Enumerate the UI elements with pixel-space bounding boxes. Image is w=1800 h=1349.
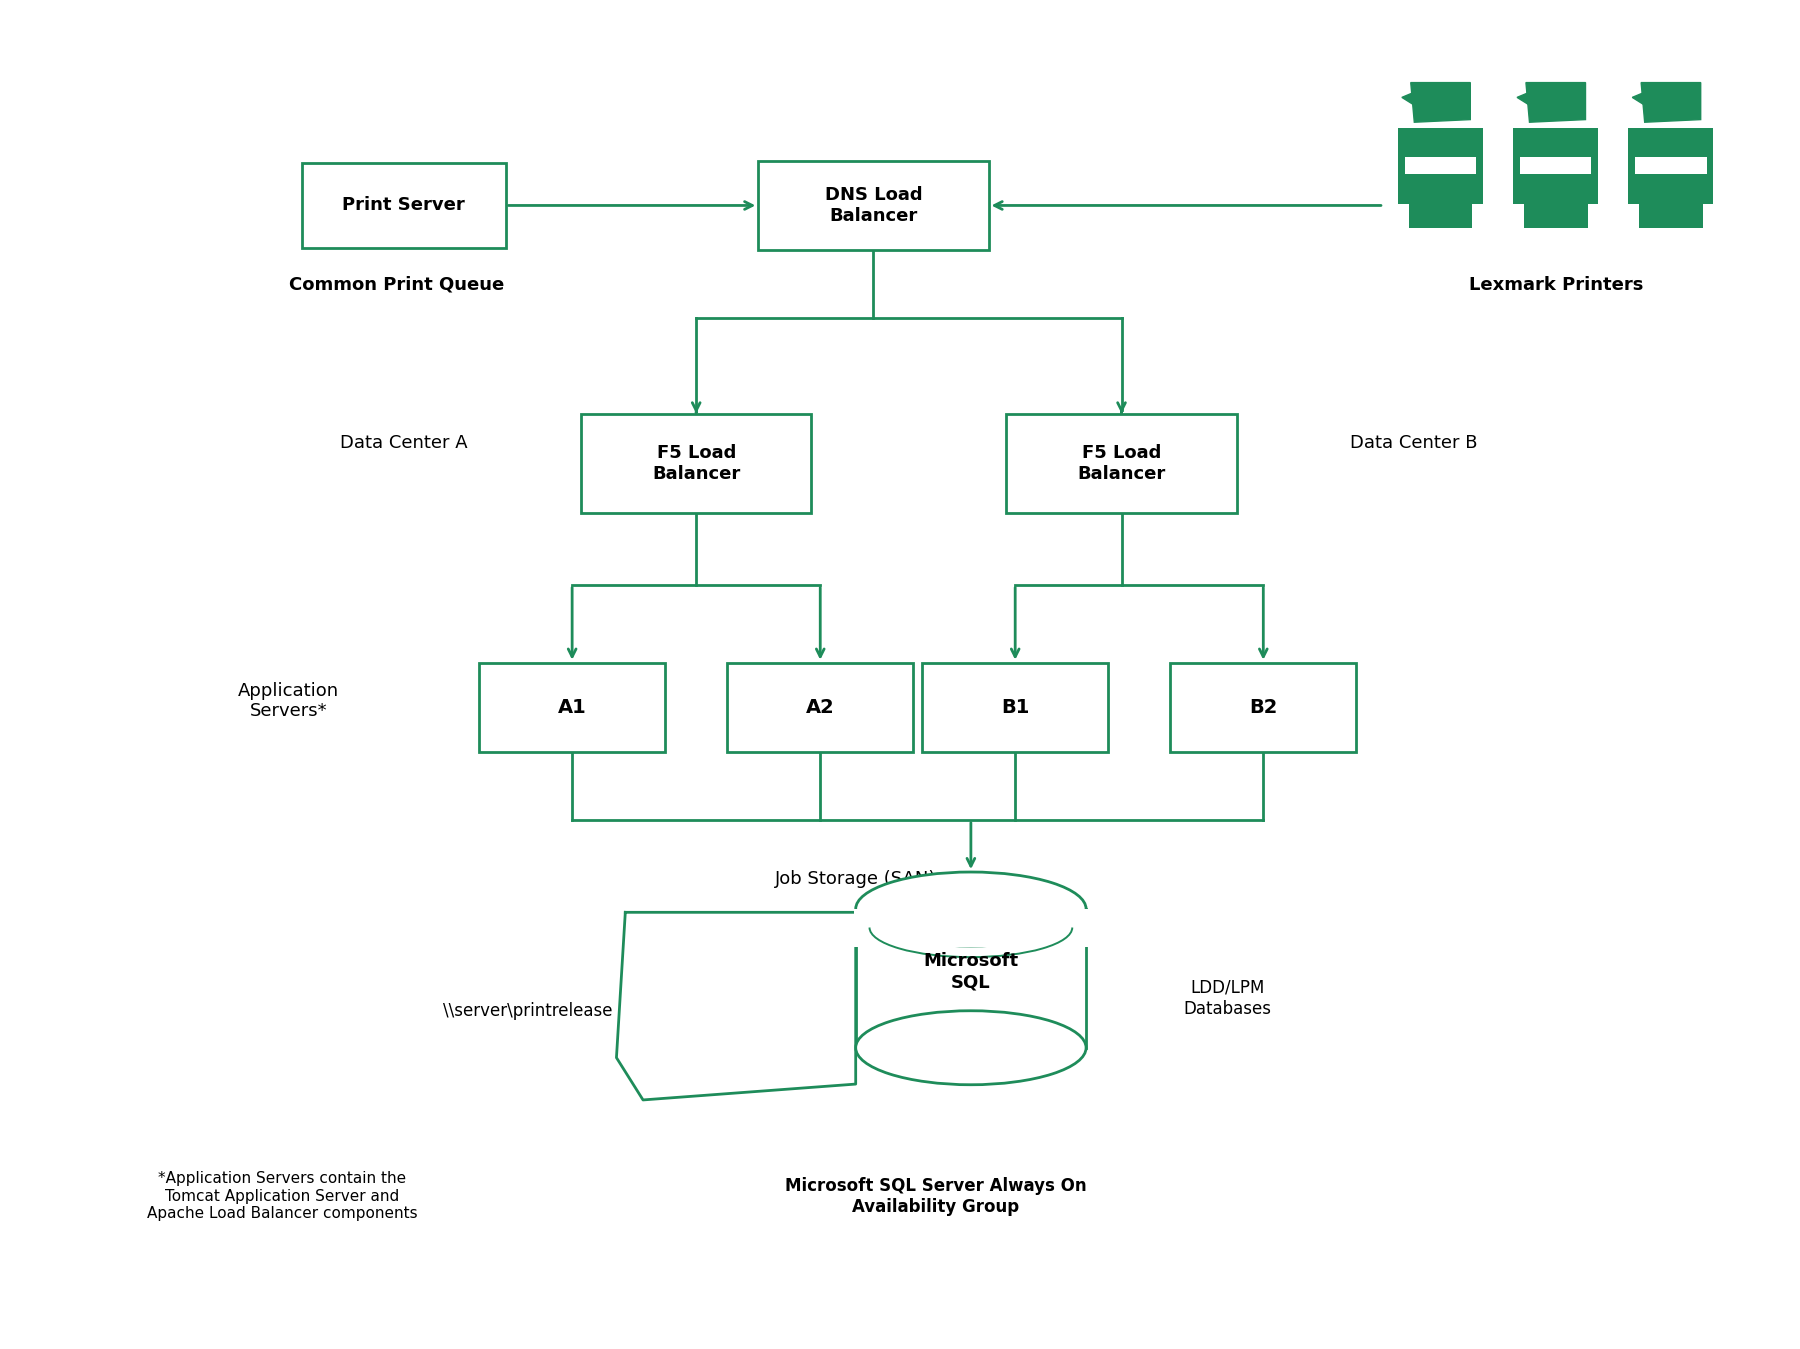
Text: Microsoft SQL Server Always On
Availability Group: Microsoft SQL Server Always On Availabil… xyxy=(785,1176,1085,1215)
Bar xyxy=(1519,158,1591,174)
Text: Application
Servers*: Application Servers* xyxy=(238,681,338,720)
Bar xyxy=(1170,662,1357,753)
Bar xyxy=(1640,204,1703,228)
Bar xyxy=(853,909,1087,947)
Bar xyxy=(1634,158,1706,174)
Text: Data Center A: Data Center A xyxy=(340,434,468,452)
Text: B2: B2 xyxy=(1249,697,1278,718)
Text: LDD/LPM
Databases: LDD/LPM Databases xyxy=(1184,979,1273,1017)
Bar xyxy=(302,162,506,248)
Polygon shape xyxy=(1526,82,1586,123)
Bar xyxy=(1006,414,1237,513)
Text: DNS Load
Balancer: DNS Load Balancer xyxy=(824,186,922,225)
Bar xyxy=(1404,158,1476,174)
Ellipse shape xyxy=(855,1010,1085,1085)
Text: F5 Load
Balancer: F5 Load Balancer xyxy=(1078,444,1166,483)
Bar xyxy=(479,662,666,753)
Text: Print Server: Print Server xyxy=(342,197,464,214)
Bar xyxy=(1399,128,1483,204)
Text: *Application Servers contain the
Tomcat Application Server and
Apache Load Balan: *Application Servers contain the Tomcat … xyxy=(148,1171,418,1221)
Text: Job Storage (SAN): Job Storage (SAN) xyxy=(776,870,936,888)
Text: \\server\printrelease: \\server\printrelease xyxy=(443,1002,612,1020)
Ellipse shape xyxy=(855,871,1085,946)
Bar xyxy=(1409,204,1472,228)
Text: Data Center B: Data Center B xyxy=(1350,434,1478,452)
Polygon shape xyxy=(1402,86,1429,108)
Polygon shape xyxy=(1517,86,1544,108)
Text: Microsoft
SQL: Microsoft SQL xyxy=(923,952,1019,992)
Bar xyxy=(1514,128,1598,204)
Polygon shape xyxy=(1642,82,1701,123)
Bar xyxy=(1629,128,1714,204)
Bar xyxy=(922,662,1109,753)
Text: A1: A1 xyxy=(558,697,587,718)
Bar xyxy=(1525,204,1588,228)
Text: F5 Load
Balancer: F5 Load Balancer xyxy=(652,444,740,483)
Bar xyxy=(758,161,988,251)
Text: B1: B1 xyxy=(1001,697,1030,718)
Polygon shape xyxy=(1411,82,1471,123)
Bar xyxy=(581,414,812,513)
Polygon shape xyxy=(1633,86,1660,108)
Text: A2: A2 xyxy=(806,697,835,718)
Text: Lexmark Printers: Lexmark Printers xyxy=(1469,275,1643,294)
Bar xyxy=(855,909,1085,1048)
Text: Common Print Queue: Common Print Queue xyxy=(288,275,504,294)
Bar xyxy=(727,662,913,753)
